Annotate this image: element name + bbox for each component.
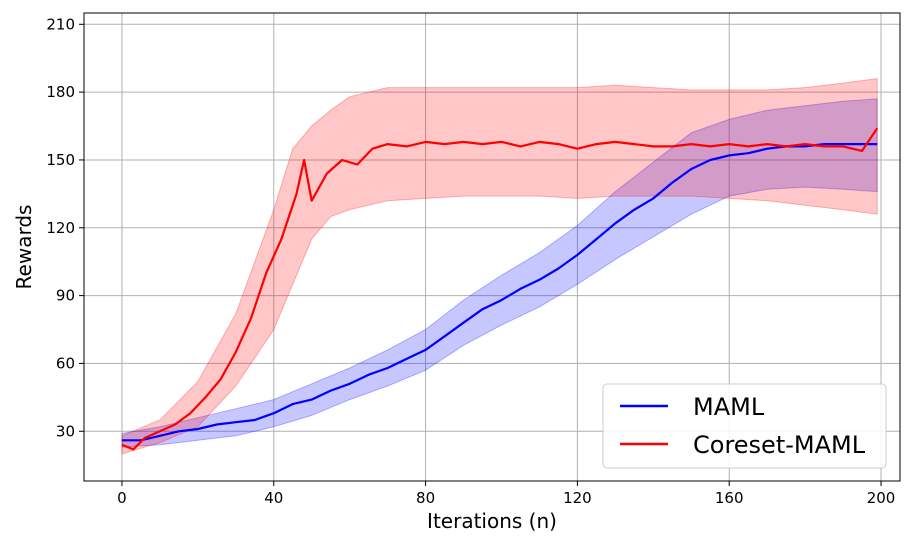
maml-band	[121, 98, 878, 448]
y-tick-label: 150	[46, 151, 75, 169]
x-tick-label: 80	[416, 489, 435, 507]
coreset-maml-line	[121, 127, 879, 451]
x-axis-ticks: 0 40 80 120 160 200	[117, 481, 895, 507]
x-tick-label: 160	[715, 489, 744, 507]
series-lines	[121, 127, 879, 451]
x-tick-label: 200	[867, 489, 896, 507]
y-tick-label: 30	[56, 422, 75, 440]
maml-line	[122, 143, 878, 442]
y-tick-label: 90	[56, 287, 75, 305]
x-tick-label: 120	[563, 489, 592, 507]
y-tick-label: 210	[46, 15, 75, 33]
legend-box	[602, 383, 887, 469]
legend-label-coreset-maml: Coreset-MAML	[693, 431, 866, 459]
legend-label-maml: MAML	[693, 393, 765, 421]
y-axis-ticks: 30 60 90 120 150 180 210	[46, 15, 84, 440]
y-tick-label: 180	[46, 83, 75, 101]
x-tick-label: 40	[264, 489, 283, 507]
grid-lines	[84, 13, 900, 481]
legend: MAML Coreset-MAML	[602, 383, 887, 469]
x-axis-label: Iterations (n)	[427, 509, 557, 533]
x-tick-label: 0	[117, 489, 127, 507]
y-tick-label: 120	[46, 219, 75, 237]
y-tick-label: 60	[56, 354, 75, 372]
plot-frame	[83, 12, 901, 482]
y-axis-label: Rewards	[12, 205, 36, 290]
